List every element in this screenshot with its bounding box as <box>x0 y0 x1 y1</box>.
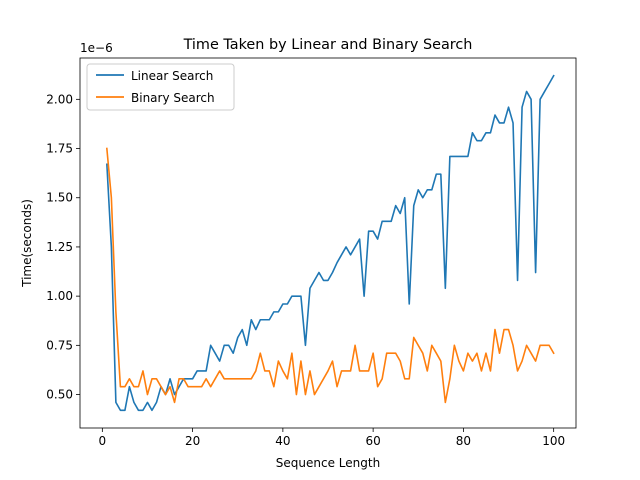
series-line-linear-search <box>106 74 555 412</box>
legend-label-binary-search: Binary Search <box>131 91 215 105</box>
y-axis-ticks: 0.50 0.75 1.00 1.25 1.50 1.75 2.00 <box>46 92 80 402</box>
x-tick-label: 80 <box>456 434 471 448</box>
y-axis-label: Time(seconds) <box>20 199 34 288</box>
y-axis-offset-label: 1e−6 <box>80 41 113 55</box>
y-tick-label: 1.00 <box>46 289 73 303</box>
legend: Linear Search Binary Search <box>86 63 235 111</box>
chart-title: Time Taken by Linear and Binary Search <box>183 37 473 53</box>
series-line-binary-search <box>105 147 555 404</box>
x-axis-label: Sequence Length <box>276 456 380 470</box>
x-tick-label: 20 <box>185 434 200 448</box>
y-tick-label: 1.25 <box>46 240 73 254</box>
series-layer <box>105 74 555 412</box>
y-tick-label: 2.00 <box>46 92 73 106</box>
plot-frame <box>79 57 577 429</box>
x-tick-label: 60 <box>365 434 380 448</box>
x-tick-label: 0 <box>99 434 107 448</box>
x-tick-label: 40 <box>275 434 290 448</box>
legend-label-linear-search: Linear Search <box>131 69 213 83</box>
y-tick-label: 1.50 <box>46 191 73 205</box>
y-tick-label: 0.50 <box>46 388 73 402</box>
x-axis-ticks: 0 20 40 60 80 100 <box>99 428 565 448</box>
x-tick-label: 100 <box>542 434 565 448</box>
y-tick-label: 1.75 <box>46 142 73 156</box>
y-tick-label: 0.75 <box>46 338 73 352</box>
